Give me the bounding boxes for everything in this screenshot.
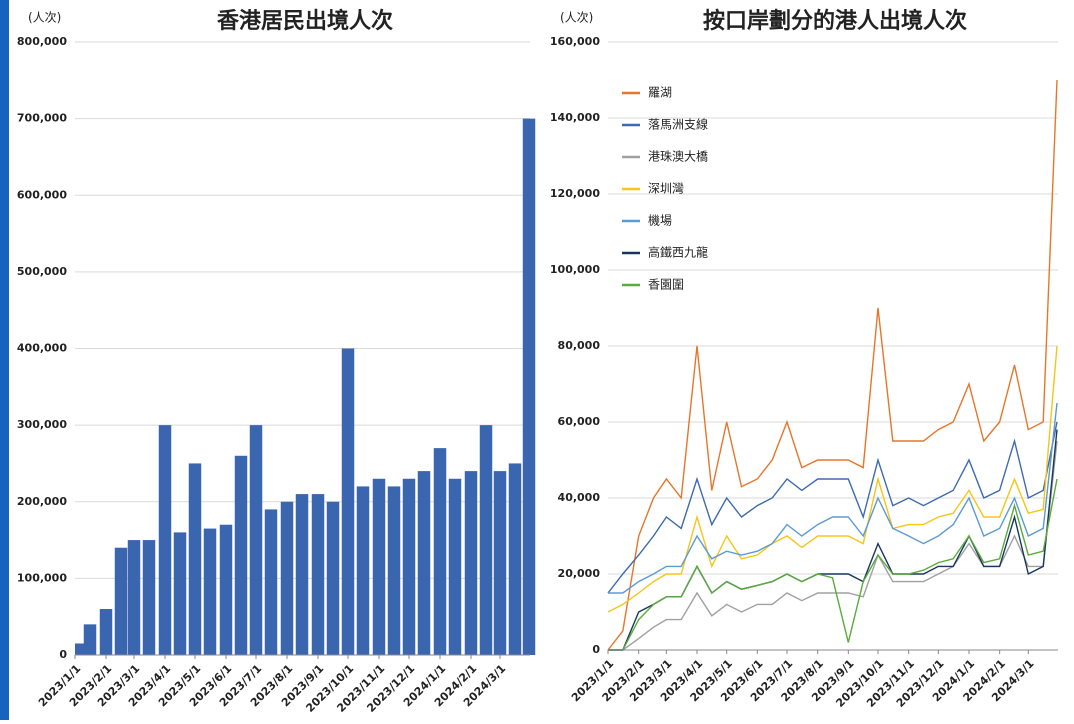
bar [235, 456, 247, 655]
bar [204, 529, 216, 655]
series-line [608, 479, 1057, 650]
bar [265, 509, 277, 655]
y-tick-label: 140,000 [550, 111, 600, 124]
bar [189, 463, 201, 655]
bar [281, 502, 293, 655]
y-tick-label: 600,000 [17, 188, 67, 201]
bar [434, 448, 446, 655]
legend-label: 羅湖 [648, 85, 672, 100]
bar [342, 349, 354, 656]
series-line [608, 430, 1057, 650]
y-tick-label: 200,000 [17, 495, 67, 508]
bar [449, 479, 461, 655]
y-tick-label: 100,000 [550, 263, 600, 276]
side-strip [0, 0, 9, 720]
series-line [608, 441, 1057, 650]
y-tick-label: 60,000 [558, 415, 601, 428]
y-tick-label: 700,000 [17, 112, 67, 125]
bar [159, 425, 171, 655]
page: {"chart_data": [ {"type": "bar", "title"… [0, 0, 1074, 724]
legend-label: 港珠澳大橋 [648, 150, 708, 164]
bar [115, 548, 127, 655]
legend-label: 深圳灣 [648, 182, 684, 196]
bar [523, 119, 535, 655]
chart-title: 按口岸劃分的港人出境人次 [703, 8, 967, 34]
bar [250, 425, 262, 655]
bar [418, 471, 430, 655]
y-tick-label: 80,000 [558, 339, 601, 352]
bar [388, 486, 400, 655]
legend-label: 落馬洲支線 [648, 117, 708, 132]
y-tick-label: 120,000 [550, 187, 600, 200]
bar [100, 609, 112, 655]
bar [296, 494, 308, 655]
bar [465, 471, 477, 655]
y-tick-label: 400,000 [17, 342, 67, 355]
y-tick-label: 160,000 [550, 35, 600, 48]
y-tick-label: 40,000 [558, 491, 601, 504]
y-unit: (人次) [28, 11, 61, 25]
y-tick-label: 20,000 [558, 567, 601, 580]
bar [312, 494, 324, 655]
legend-label: 香園圍 [648, 278, 684, 292]
y-unit: (人次) [560, 11, 593, 25]
y-tick-label: 100,000 [17, 571, 67, 584]
legend-label: 機場 [648, 213, 672, 228]
chart-title: 香港居民出境人次 [217, 8, 393, 34]
series-line [608, 422, 1057, 593]
bar [128, 540, 140, 655]
chart: 香港居民出境人次 (人次) 按口岸劃分的港人出境人次 (人次) 0 100,000… [0, 0, 1074, 720]
y-tick-label: 0 [59, 648, 67, 661]
bar [357, 486, 369, 655]
bar [220, 525, 232, 655]
bar [509, 463, 521, 655]
y-tick-label: 500,000 [17, 265, 67, 278]
legend-label: 高鐵西九龍 [648, 245, 708, 260]
bar [494, 471, 506, 655]
y-tick-label: 300,000 [17, 418, 67, 431]
bar [84, 624, 96, 655]
series-line [608, 80, 1057, 650]
y-tick-label: 0 [592, 643, 600, 656]
y-tick-label: 800,000 [17, 35, 67, 48]
bar [327, 502, 339, 655]
bar [480, 425, 492, 655]
bar [403, 479, 415, 655]
bar [373, 479, 385, 655]
bar [174, 532, 186, 655]
bar [143, 540, 155, 655]
